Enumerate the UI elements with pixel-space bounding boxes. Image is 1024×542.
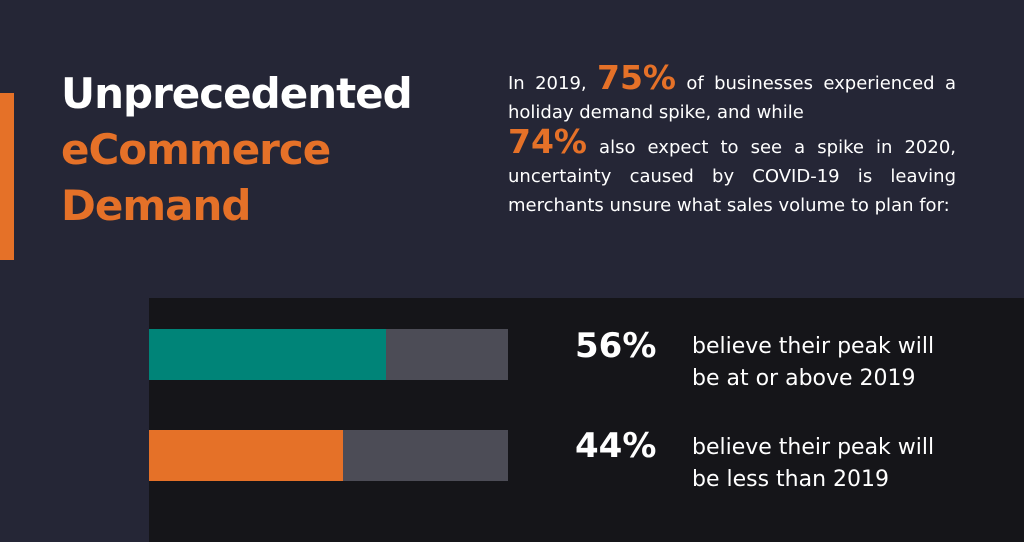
stat-percent-1: 56% <box>575 326 657 366</box>
stat-percent-2: 44% <box>575 426 657 466</box>
stat-description-2-line-2: be less than 2019 <box>692 467 890 492</box>
stat-75-percent: 75% <box>597 58 676 97</box>
headline-line-1: Unprecedented <box>61 69 413 118</box>
stat-description-1: believe their peak will be at or above 2… <box>692 331 992 395</box>
headline-line-2: eCommerce <box>61 125 331 174</box>
headline-line-3: Demand <box>61 181 251 230</box>
intro-text-2: also expect to see a spike in 2020, unce… <box>508 137 956 216</box>
intro-pre-text: In 2019, <box>508 73 597 94</box>
progress-bar-fill-1 <box>149 329 386 380</box>
stat-description-2: believe their peak will be less than 201… <box>692 432 992 496</box>
progress-bar-track-2 <box>149 430 508 481</box>
stat-description-1-line-1: believe their peak will <box>692 334 935 359</box>
intro-paragraph: In 2019, 75% of businesses experienced a… <box>508 61 956 220</box>
stat-description-2-line-1: believe their peak will <box>692 435 935 460</box>
progress-bar-track-1 <box>149 329 508 380</box>
progress-bar-fill-2 <box>149 430 343 481</box>
stat-74-percent: 74% <box>508 122 587 161</box>
stat-description-1-line-2: be at or above 2019 <box>692 366 916 391</box>
intro-text-1: of businesses experienced a holiday dema… <box>508 73 956 123</box>
headline: Unprecedented eCommerce Demand <box>61 66 413 234</box>
accent-bar <box>0 93 14 260</box>
